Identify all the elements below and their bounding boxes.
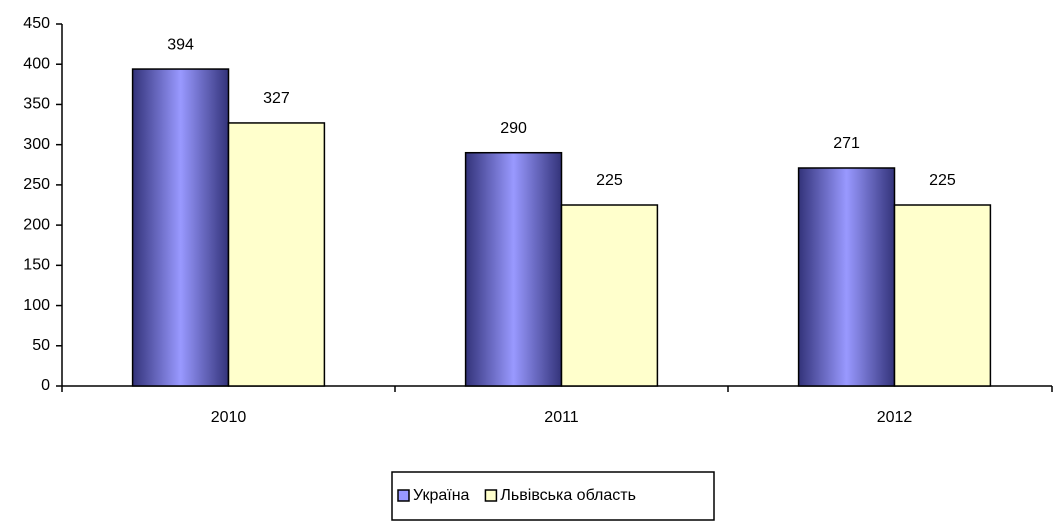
legend-swatch xyxy=(397,489,410,502)
y-tick-label: 400 xyxy=(23,55,50,72)
bar xyxy=(227,122,326,387)
bar xyxy=(797,167,896,387)
bar xyxy=(131,68,230,387)
y-tick-label: 150 xyxy=(23,257,50,274)
value-label: 290 xyxy=(500,120,527,137)
legend-swatch xyxy=(484,489,498,502)
y-tick-label: 250 xyxy=(23,176,50,193)
x-tick-label: 2010 xyxy=(211,409,247,426)
value-label: 225 xyxy=(929,172,956,189)
y-tick-label: 50 xyxy=(32,337,50,354)
legend-box xyxy=(391,471,715,521)
legend-label: Україна xyxy=(413,487,470,504)
x-tick-label: 2012 xyxy=(877,409,913,426)
bar xyxy=(893,204,992,387)
x-tick-label: 2011 xyxy=(544,409,579,426)
value-label: 394 xyxy=(167,36,194,53)
legend-label: Львівська область xyxy=(500,487,635,504)
y-tick-label: 450 xyxy=(23,15,50,32)
y-tick-label: 300 xyxy=(23,136,50,153)
y-tick-label: 200 xyxy=(23,216,50,233)
bar xyxy=(464,151,563,387)
value-label: 271 xyxy=(833,135,860,152)
bar xyxy=(560,204,659,387)
y-tick-label: 100 xyxy=(23,297,50,314)
value-label: 225 xyxy=(596,172,623,189)
y-tick-label: 350 xyxy=(23,96,50,113)
y-tick-label: 0 xyxy=(41,377,50,394)
value-label: 327 xyxy=(263,90,290,107)
